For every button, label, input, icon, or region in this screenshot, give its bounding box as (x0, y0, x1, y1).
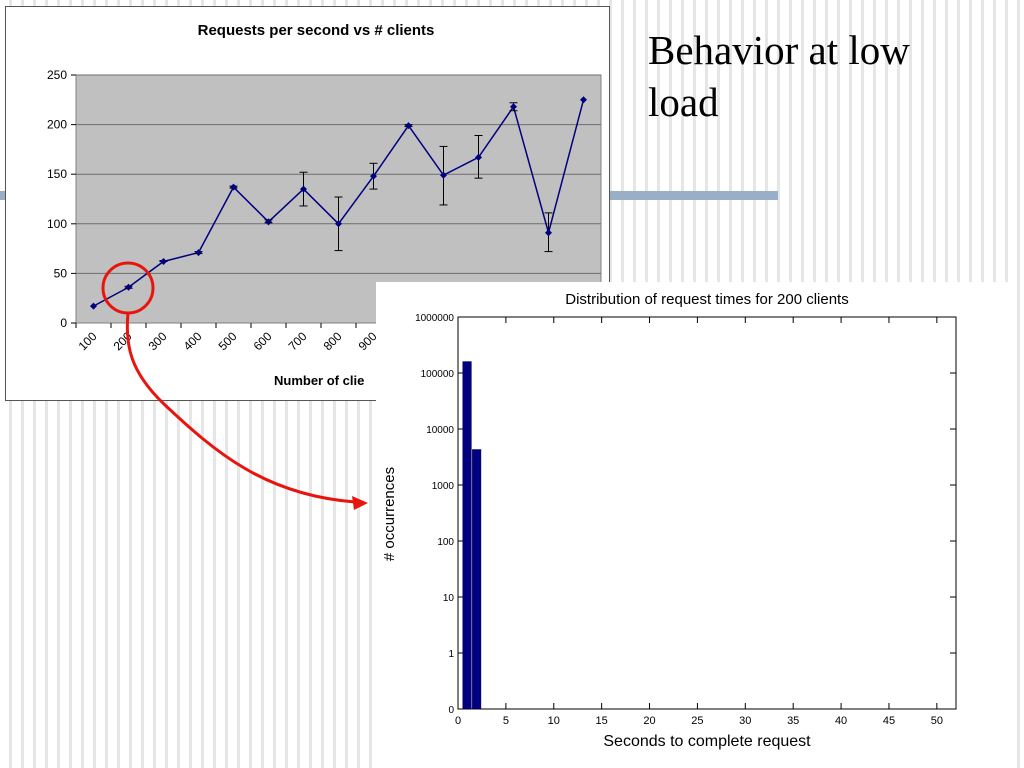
chart2-ytick-label-7: 1000000 (415, 313, 454, 324)
connector-arrow-line (125, 312, 356, 504)
chart2-plot-area (457, 316, 957, 710)
chart1-point-5 (265, 218, 272, 226)
chart2-xtick-label-25: 25 (691, 715, 703, 727)
requests-chart-svg: Requests per second vs # clients 0 50 100 15… (47, 22, 602, 388)
chart2-ytick-label-1: 1 (448, 649, 454, 660)
chart1-point-12 (510, 103, 517, 111)
chart2-xtick-label-35: 35 (787, 715, 799, 727)
chart2-xtick-label-5: 5 (503, 715, 509, 727)
chart2-title: Distribution of request times for 200 cl… (565, 291, 848, 308)
chart2-ytick-label-2: 10 (443, 593, 455, 604)
chart1-point-7 (335, 220, 342, 228)
chart1-point-8 (370, 172, 377, 180)
chart1-point-13 (545, 229, 552, 237)
chart1-point-2 (160, 257, 167, 265)
chart2-xtick-label-45: 45 (883, 715, 895, 727)
chart2-xtick-label-30: 30 (739, 715, 751, 727)
chart1-title: Requests per second vs # clients (198, 22, 435, 39)
chart1-ytick-label-100: 100 (47, 217, 67, 231)
chart1-point-11 (475, 153, 482, 161)
chart1-point-3 (195, 249, 202, 257)
requests-chart: Requests per second vs # clients 0 50 100 15… (5, 6, 610, 401)
chart1-ytick-label-250: 250 (47, 68, 67, 82)
chart2-xtick-label-40: 40 (835, 715, 847, 727)
chart2-xtick-label-0: 0 (455, 715, 461, 727)
chart2-ytick-label-3: 100 (437, 537, 454, 548)
chart1-ytick-label-50: 50 (54, 266, 68, 280)
chart1-point-10 (440, 171, 447, 179)
chart1-point-9 (405, 122, 412, 130)
chart1-ytick-label-200: 200 (47, 118, 67, 132)
chart2-ytick-label-4: 1000 (432, 481, 455, 492)
chart2-ytick-label-5: 10000 (426, 425, 454, 436)
distribution-chart-svg: Distribution of request times for 200 cl… (381, 291, 957, 750)
chart1-point-0 (90, 302, 97, 310)
chart2-xtick-label-50: 50 (931, 715, 943, 727)
chart1-point-1 (125, 283, 132, 291)
connector-arrow-head (352, 496, 368, 510)
chart2-ylabel: # occurrences (381, 467, 398, 561)
chart1-point-6 (300, 185, 307, 193)
chart1-point-4 (230, 183, 237, 191)
chart2-xtick-label-10: 10 (548, 715, 560, 727)
chart2-bar-1 (472, 449, 482, 710)
chart1-point-14 (580, 96, 587, 104)
distribution-chart: Distribution of request times for 200 cl… (376, 282, 1016, 768)
highlight-circle (101, 261, 155, 315)
chart2-xtick-label-15: 15 (596, 715, 608, 727)
chart1-xlabel: Number of clie (274, 373, 364, 388)
chart2-ytick-label-0: 0 (448, 705, 454, 716)
chart2-bar-0 (462, 361, 472, 710)
chart2-xlabel: Seconds to complete request (603, 733, 811, 750)
slide-title: Behavior at low load (648, 27, 910, 125)
chart1-ytick-label-150: 150 (47, 167, 67, 181)
chart2-ytick-label-6: 100000 (421, 369, 455, 380)
chart2-xtick-label-20: 20 (643, 715, 655, 727)
chart1-ytick-label-0: 0 (60, 316, 67, 330)
